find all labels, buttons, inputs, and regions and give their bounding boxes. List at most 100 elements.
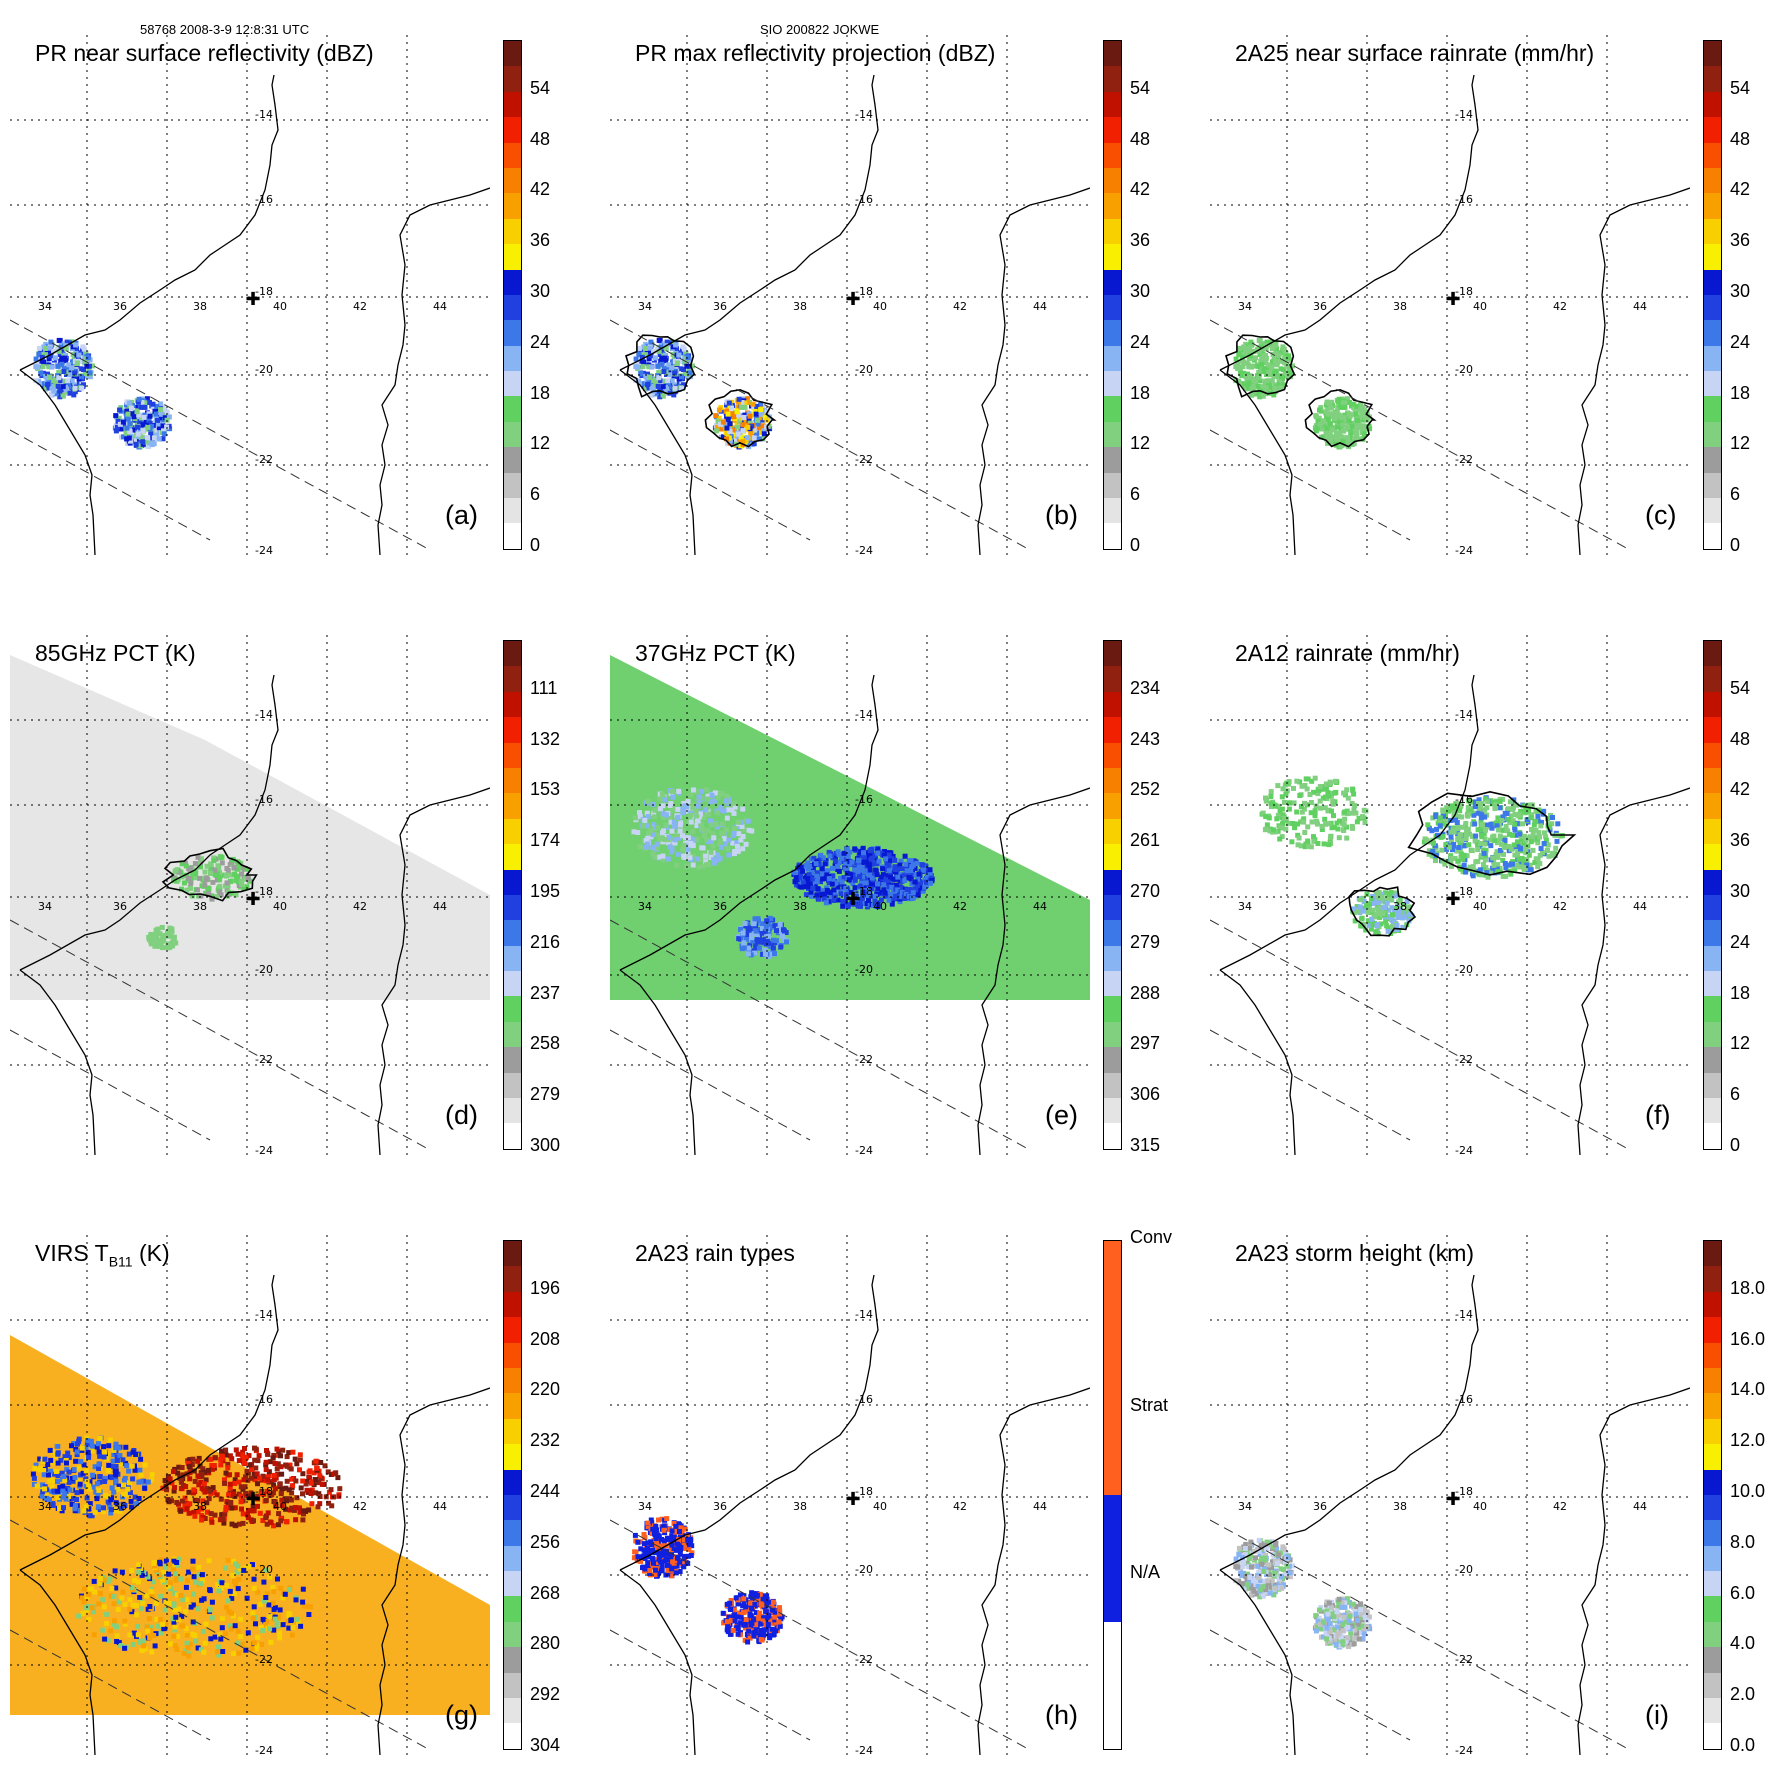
data-pixel — [1344, 787, 1350, 793]
data-pixel — [90, 1484, 96, 1490]
data-pixel — [1475, 847, 1481, 853]
data-pixel — [826, 880, 832, 886]
data-pixel — [663, 812, 669, 818]
lon-label: 34 — [638, 300, 652, 313]
data-pixel — [871, 882, 877, 888]
data-pixel — [697, 811, 703, 817]
data-pixel — [1357, 897, 1363, 903]
storm-center-marker: ✚ — [845, 889, 860, 909]
data-pixel — [1404, 914, 1410, 920]
data-pixel — [130, 1476, 136, 1482]
data-pixel — [114, 1454, 120, 1460]
data-pixel — [1351, 405, 1357, 411]
data-pixel — [718, 426, 724, 432]
data-pixel — [805, 876, 811, 882]
data-pixel — [1541, 808, 1547, 814]
data-pixel — [872, 900, 878, 906]
data-pixel — [125, 1484, 131, 1490]
data-pixel — [652, 854, 658, 860]
data-pixel — [317, 1501, 323, 1507]
data-pixel — [158, 407, 164, 413]
data-pixel — [1382, 915, 1388, 921]
data-pixel — [1304, 802, 1310, 808]
data-pixel — [1389, 905, 1395, 911]
data-pixel — [850, 899, 856, 905]
data-pixel — [50, 1502, 56, 1508]
data-pixel — [838, 891, 844, 897]
data-pixel — [219, 854, 225, 860]
data-pixel — [83, 1445, 89, 1450]
data-pixel — [1429, 828, 1435, 834]
data-pixel — [211, 1463, 217, 1468]
data-pixel — [849, 874, 855, 880]
data-pixel — [632, 815, 638, 821]
data-pixel — [1533, 809, 1539, 815]
colorbar-segment — [1704, 91, 1721, 118]
data-pixel — [229, 1456, 235, 1462]
cold-cloud-top — [160, 1445, 343, 1529]
data-pixel — [250, 1503, 256, 1509]
data-pixel — [171, 1567, 176, 1573]
lon-label: 42 — [353, 900, 367, 913]
data-pixel — [824, 887, 830, 893]
data-pixel — [83, 1468, 89, 1474]
lon-label: 44 — [433, 300, 447, 313]
data-pixel — [1450, 847, 1455, 853]
data-pixel — [1295, 832, 1301, 838]
data-pixel — [69, 1501, 75, 1507]
data-pixel — [1382, 890, 1388, 896]
data-pixel — [113, 413, 119, 419]
data-pixel — [1316, 788, 1322, 793]
data-pixel — [818, 852, 824, 858]
data-pixel — [47, 1497, 52, 1502]
data-pixel — [743, 841, 749, 847]
colorbar-segment — [1104, 666, 1121, 692]
wet-region — [631, 787, 755, 870]
data-pixel — [1440, 821, 1446, 827]
data-pixel — [260, 1473, 266, 1479]
data-pixel — [246, 1453, 252, 1459]
data-pixel — [280, 1595, 286, 1601]
data-pixel — [1452, 805, 1458, 811]
data-pixel — [1277, 836, 1283, 842]
colorbar-tick-label: 243 — [1130, 728, 1161, 749]
data-pixel — [1464, 853, 1470, 859]
colorbar-tick-label: 6 — [1130, 484, 1141, 505]
data-pixel — [1281, 367, 1286, 373]
data-pixel — [1437, 815, 1443, 821]
colorbar-segment — [1104, 447, 1121, 473]
data-pixel — [1263, 798, 1269, 804]
data-pixel — [125, 411, 131, 417]
data-pixel — [184, 878, 190, 884]
data-pixel — [1306, 843, 1311, 849]
data-pixel — [738, 443, 744, 449]
data-pixel — [810, 866, 816, 872]
data-pixel — [45, 382, 51, 387]
data-pixel — [685, 846, 691, 852]
data-pixel — [915, 892, 921, 898]
colorbar-tick-label: 42 — [1730, 179, 1751, 200]
data-pixel — [1249, 392, 1255, 398]
data-pixel — [1531, 822, 1537, 828]
data-pixel — [1335, 424, 1341, 430]
data-pixel — [36, 352, 42, 357]
data-pixel — [665, 378, 671, 384]
data-pixel — [739, 404, 745, 410]
data-pixel — [1494, 866, 1500, 872]
data-pixel — [1391, 893, 1397, 899]
data-pixel — [109, 1586, 115, 1591]
lat-label: -22 — [255, 453, 273, 466]
data-pixel — [37, 1456, 43, 1462]
data-pixel — [764, 918, 770, 924]
data-pixel — [158, 1593, 164, 1599]
data-pixel — [646, 364, 652, 370]
data-pixel — [1517, 864, 1523, 870]
data-pixel — [639, 358, 645, 364]
data-pixel — [694, 814, 700, 820]
data-pixel — [114, 424, 120, 430]
data-pixel — [694, 856, 700, 862]
data-pixel — [1535, 813, 1541, 819]
data-pixel — [196, 1482, 202, 1488]
data-pixel — [726, 837, 732, 843]
data-pixel — [202, 882, 208, 888]
